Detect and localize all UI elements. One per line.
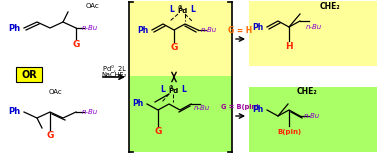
Text: H: H (285, 41, 293, 51)
Text: n-Bu: n-Bu (201, 27, 217, 33)
Bar (249, 87, 377, 152)
Text: L: L (161, 85, 166, 93)
Text: G: G (72, 39, 80, 49)
Text: n-Bu: n-Bu (194, 105, 210, 111)
Text: n-Bu: n-Bu (304, 113, 320, 119)
Text: Pd⁰, 2L: Pd⁰, 2L (102, 65, 125, 71)
Text: CHE₂: CHE₂ (297, 87, 318, 97)
Bar (16, 67, 42, 82)
Text: OAc: OAc (48, 89, 62, 95)
Text: OAc: OAc (85, 3, 99, 9)
Text: n-Bu: n-Bu (82, 109, 98, 115)
Text: Ph: Ph (137, 26, 149, 34)
Bar (129, 1, 232, 76)
Text: ⊕: ⊕ (169, 85, 173, 89)
Text: Pd: Pd (168, 88, 178, 94)
Text: Ph: Ph (253, 22, 263, 32)
Text: G: G (170, 43, 178, 51)
Text: G: G (46, 132, 54, 140)
Text: Ph: Ph (8, 24, 20, 32)
Text: Pd: Pd (177, 8, 187, 14)
Bar (249, 1, 377, 66)
Text: NaCHE₂: NaCHE₂ (101, 72, 127, 78)
Text: L: L (191, 4, 195, 14)
Text: G: G (154, 128, 162, 136)
Text: G = B(pin): G = B(pin) (221, 104, 259, 110)
Text: Ph: Ph (253, 105, 263, 115)
Text: L: L (170, 4, 174, 14)
Text: B(pin): B(pin) (277, 129, 301, 135)
Text: OR: OR (21, 69, 37, 79)
Text: CHE₂: CHE₂ (320, 2, 340, 10)
Text: L: L (181, 85, 186, 93)
Text: G = H: G = H (228, 26, 252, 34)
Text: Ph: Ph (132, 99, 144, 109)
Bar (129, 76, 232, 152)
Text: ⊕: ⊕ (178, 4, 182, 10)
Text: n-Bu: n-Bu (306, 24, 322, 30)
Text: Ph: Ph (8, 107, 20, 116)
Text: n-Bu: n-Bu (82, 25, 98, 31)
